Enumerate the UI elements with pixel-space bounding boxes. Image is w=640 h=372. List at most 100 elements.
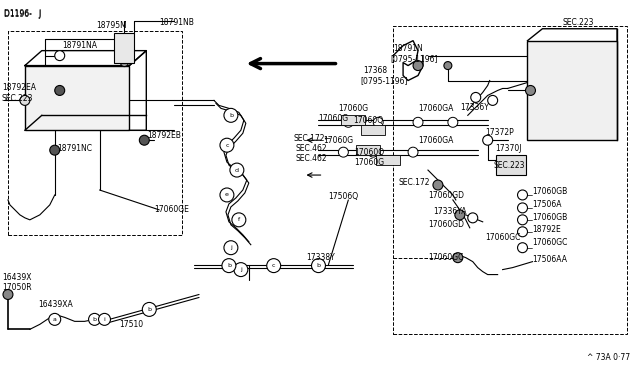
Text: 17060GA: 17060GA (418, 104, 453, 113)
Text: 18791NC: 18791NC (57, 144, 92, 153)
Text: 18791N: 18791N (393, 44, 423, 53)
Bar (341, 115, 365, 125)
Circle shape (453, 253, 463, 263)
Text: 18791NB: 18791NB (159, 18, 194, 27)
Text: 17368: 17368 (364, 66, 387, 75)
Text: 18792EA: 18792EA (2, 83, 36, 92)
Circle shape (455, 210, 465, 220)
Circle shape (444, 62, 452, 70)
Text: b: b (147, 307, 151, 312)
Text: 17060GB: 17060GB (532, 214, 568, 222)
Text: 17372P: 17372P (486, 128, 515, 137)
Text: 18792EB: 18792EB (147, 131, 181, 140)
Text: c: c (225, 143, 228, 148)
Circle shape (488, 96, 498, 105)
Text: SEC.462: SEC.462 (296, 154, 327, 163)
Text: f: f (238, 217, 240, 222)
Text: 17506Q: 17506Q (328, 192, 358, 202)
Text: 17338Y: 17338Y (307, 253, 335, 262)
Text: 18795M: 18795M (96, 21, 127, 30)
Circle shape (433, 180, 443, 190)
Circle shape (49, 313, 61, 326)
Bar (356, 145, 380, 155)
Text: 17060G: 17060G (323, 136, 353, 145)
Text: SEC.462: SEC.462 (296, 144, 327, 153)
Circle shape (116, 35, 132, 51)
Bar (25, 65, 129, 130)
Circle shape (140, 135, 149, 145)
Text: SEC.172←: SEC.172← (294, 134, 332, 143)
Bar (527, 41, 617, 140)
Circle shape (413, 117, 423, 127)
Circle shape (518, 243, 527, 253)
Bar (8, 31, 182, 235)
Circle shape (518, 227, 527, 237)
Circle shape (413, 61, 423, 71)
Text: 17060GB: 17060GB (532, 187, 568, 196)
Text: 17060Q: 17060Q (353, 116, 383, 125)
Circle shape (3, 289, 13, 299)
Circle shape (222, 259, 236, 273)
Text: i: i (104, 317, 106, 322)
Text: 17336YA: 17336YA (433, 207, 467, 217)
Text: e: e (225, 192, 229, 198)
Bar (495, 155, 525, 175)
Text: 17060GC: 17060GC (532, 238, 568, 247)
Text: SEC.223: SEC.223 (2, 94, 33, 103)
Text: a: a (53, 317, 57, 322)
Circle shape (448, 117, 458, 127)
Text: 16439XA: 16439XA (38, 300, 72, 309)
Text: 17060G: 17060G (339, 104, 369, 113)
Bar (115, 33, 134, 62)
Text: 18791NA: 18791NA (61, 41, 97, 50)
Bar (362, 125, 385, 135)
Circle shape (55, 86, 65, 96)
Text: 17060GA: 17060GA (418, 136, 453, 145)
Circle shape (50, 145, 60, 155)
Circle shape (368, 147, 378, 157)
Text: SEC.223: SEC.223 (563, 18, 594, 27)
Text: 17060GC: 17060GC (428, 253, 463, 262)
Text: [0795-1196]: [0795-1196] (390, 54, 438, 63)
Text: 17060GD: 17060GD (428, 220, 464, 229)
Circle shape (220, 138, 234, 152)
Text: 17060Q: 17060Q (355, 148, 385, 157)
Circle shape (344, 117, 353, 127)
Text: 16439X: 16439X (2, 273, 31, 282)
Text: 17510: 17510 (120, 320, 143, 329)
Text: b: b (317, 263, 321, 268)
Circle shape (518, 203, 527, 213)
Text: j: j (240, 267, 242, 272)
Text: 17336Y: 17336Y (460, 103, 489, 112)
Text: b: b (93, 317, 97, 322)
Circle shape (230, 163, 244, 177)
Circle shape (408, 147, 418, 157)
Text: D1196-   J: D1196- J (4, 10, 41, 19)
Circle shape (312, 259, 326, 273)
Circle shape (88, 313, 100, 326)
Circle shape (99, 313, 111, 326)
Text: 17050R: 17050R (2, 283, 31, 292)
Circle shape (471, 93, 481, 102)
Text: 17060GE: 17060GE (154, 205, 189, 214)
Text: SEC.172: SEC.172 (398, 177, 429, 186)
Circle shape (232, 213, 246, 227)
Circle shape (373, 117, 383, 127)
Text: b: b (229, 113, 233, 118)
Circle shape (267, 259, 281, 273)
Circle shape (120, 59, 129, 67)
Text: c: c (272, 263, 275, 268)
Bar (393, 26, 627, 334)
Text: 17060GC: 17060GC (486, 233, 521, 242)
Text: 17060G: 17060G (319, 114, 349, 123)
Circle shape (518, 215, 527, 225)
Text: 17060G: 17060G (355, 158, 385, 167)
Text: 18792E: 18792E (532, 225, 561, 234)
Circle shape (468, 213, 477, 223)
Text: [0795-1196]: [0795-1196] (360, 76, 408, 85)
Bar (376, 155, 400, 165)
Circle shape (525, 86, 536, 96)
Text: 17506A: 17506A (532, 201, 562, 209)
Circle shape (234, 263, 248, 276)
Circle shape (483, 135, 493, 145)
